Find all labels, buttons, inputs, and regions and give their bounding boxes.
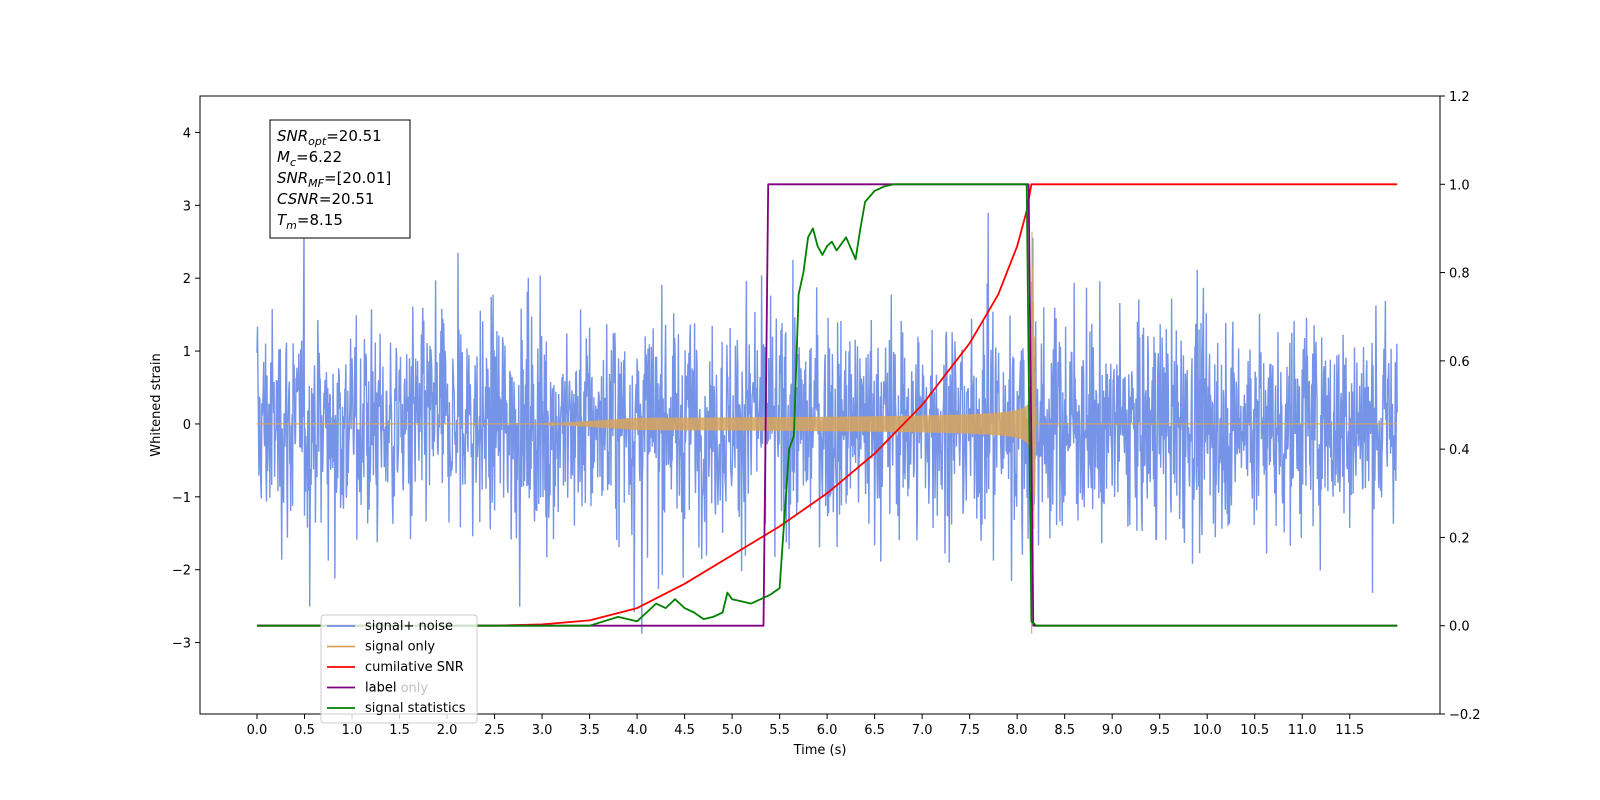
info-line: CSNR=20.51 — [277, 190, 374, 208]
y-right-tick-label: 0.6 — [1449, 355, 1470, 370]
x-tick-label: 4.0 — [627, 723, 648, 738]
series-signal-statistics — [257, 183, 1398, 627]
x-axis: 0.0 0.5 1.0 1.5 2.0 2.5 3.0 3.5 4.0 4.5 5.0 5.5 6.0 6… — [247, 714, 1364, 738]
y-left-tick-label: 1 — [183, 345, 191, 360]
x-tick-label: 2.5 — [484, 723, 505, 738]
y-right-tick-label: −0.2 — [1449, 708, 1481, 723]
x-tick-label: 10.0 — [1193, 723, 1222, 738]
info-box-frame — [269, 119, 411, 239]
y-axis-right: −0.2 0.0 0.2 0.4 0.6 0.8 1.0 1.2 — [1440, 90, 1481, 723]
y-axis-label: Whitened strain — [149, 353, 164, 456]
y-left-tick-label: −1 — [172, 491, 191, 506]
x-tick-label: 1.5 — [389, 723, 410, 738]
x-tick-label: 10.5 — [1240, 723, 1269, 738]
series-signal-only — [257, 231, 1398, 634]
x-tick-label: 7.5 — [959, 723, 980, 738]
legend-entry: signal only — [365, 640, 435, 655]
x-tick-label: 7.0 — [912, 723, 933, 738]
x-tick-label: 6.0 — [817, 723, 838, 738]
x-tick-label: 0.5 — [294, 723, 315, 738]
y-right-tick-label: 1.2 — [1449, 90, 1470, 105]
x-tick-label: 4.5 — [674, 723, 695, 738]
y-left-tick-label: 4 — [183, 126, 191, 141]
y-left-tick-label: 3 — [183, 199, 191, 214]
x-tick-label: 5.0 — [722, 723, 743, 738]
plot-frame — [199, 95, 1441, 715]
x-axis-label: Time (s) — [793, 743, 847, 758]
series-cumulative-snr — [257, 183, 1398, 627]
legend-entry: cumilative SNR — [365, 660, 464, 675]
info-line: Mc=6.22 — [277, 148, 342, 169]
info-box: SNRopt=20.51Mc=6.22SNRMF=[20.01]CSNR=20.… — [269, 119, 411, 239]
x-tick-label: 6.5 — [864, 723, 885, 738]
x-tick-label: 1.0 — [342, 723, 363, 738]
y-left-tick-label: 0 — [183, 418, 191, 433]
y-right-tick-label: 1.0 — [1449, 178, 1470, 193]
x-tick-label: 0.0 — [247, 723, 268, 738]
series-signal-noise — [256, 212, 1398, 634]
x-tick-label: 3.5 — [579, 723, 600, 738]
x-tick-label: 9.5 — [1149, 723, 1170, 738]
y-left-tick-label: −2 — [172, 564, 191, 579]
y-right-tick-label: 0.0 — [1449, 620, 1470, 635]
y-right-tick-label: 0.2 — [1449, 531, 1470, 546]
x-tick-label: 8.0 — [1007, 723, 1028, 738]
y-right-tick-label: 0.4 — [1449, 443, 1470, 458]
info-line: Tm=8.15 — [277, 211, 343, 232]
legend-overlap-fragment: label only — [365, 681, 428, 696]
info-line: SNRopt=20.51 — [277, 127, 382, 148]
legend: label only signal+ noise signal only cumila… — [320, 614, 478, 724]
legend-entry: signal statistics — [365, 701, 466, 716]
y-left-tick-label: 2 — [183, 272, 191, 287]
x-tick-label: 11.0 — [1288, 723, 1317, 738]
x-tick-label: 9.0 — [1102, 723, 1123, 738]
legend-frame — [320, 614, 478, 724]
x-tick-label: 11.5 — [1335, 723, 1364, 738]
x-tick-label: 5.5 — [769, 723, 790, 738]
legend-entry: label — [365, 681, 396, 696]
x-tick-label: 8.5 — [1054, 723, 1075, 738]
y-right-tick-label: 0.8 — [1449, 267, 1470, 282]
series-layer — [256, 183, 1398, 634]
y-left-tick-label: −3 — [172, 637, 191, 652]
y-axis-left: −3 −2 −1 0 1 2 3 4 — [172, 126, 200, 652]
info-line: SNRMF=[20.01] — [277, 169, 391, 190]
legend-entry: signal+ noise — [365, 619, 453, 634]
x-tick-label: 3.0 — [532, 723, 553, 738]
x-tick-label: 2.0 — [437, 723, 458, 738]
